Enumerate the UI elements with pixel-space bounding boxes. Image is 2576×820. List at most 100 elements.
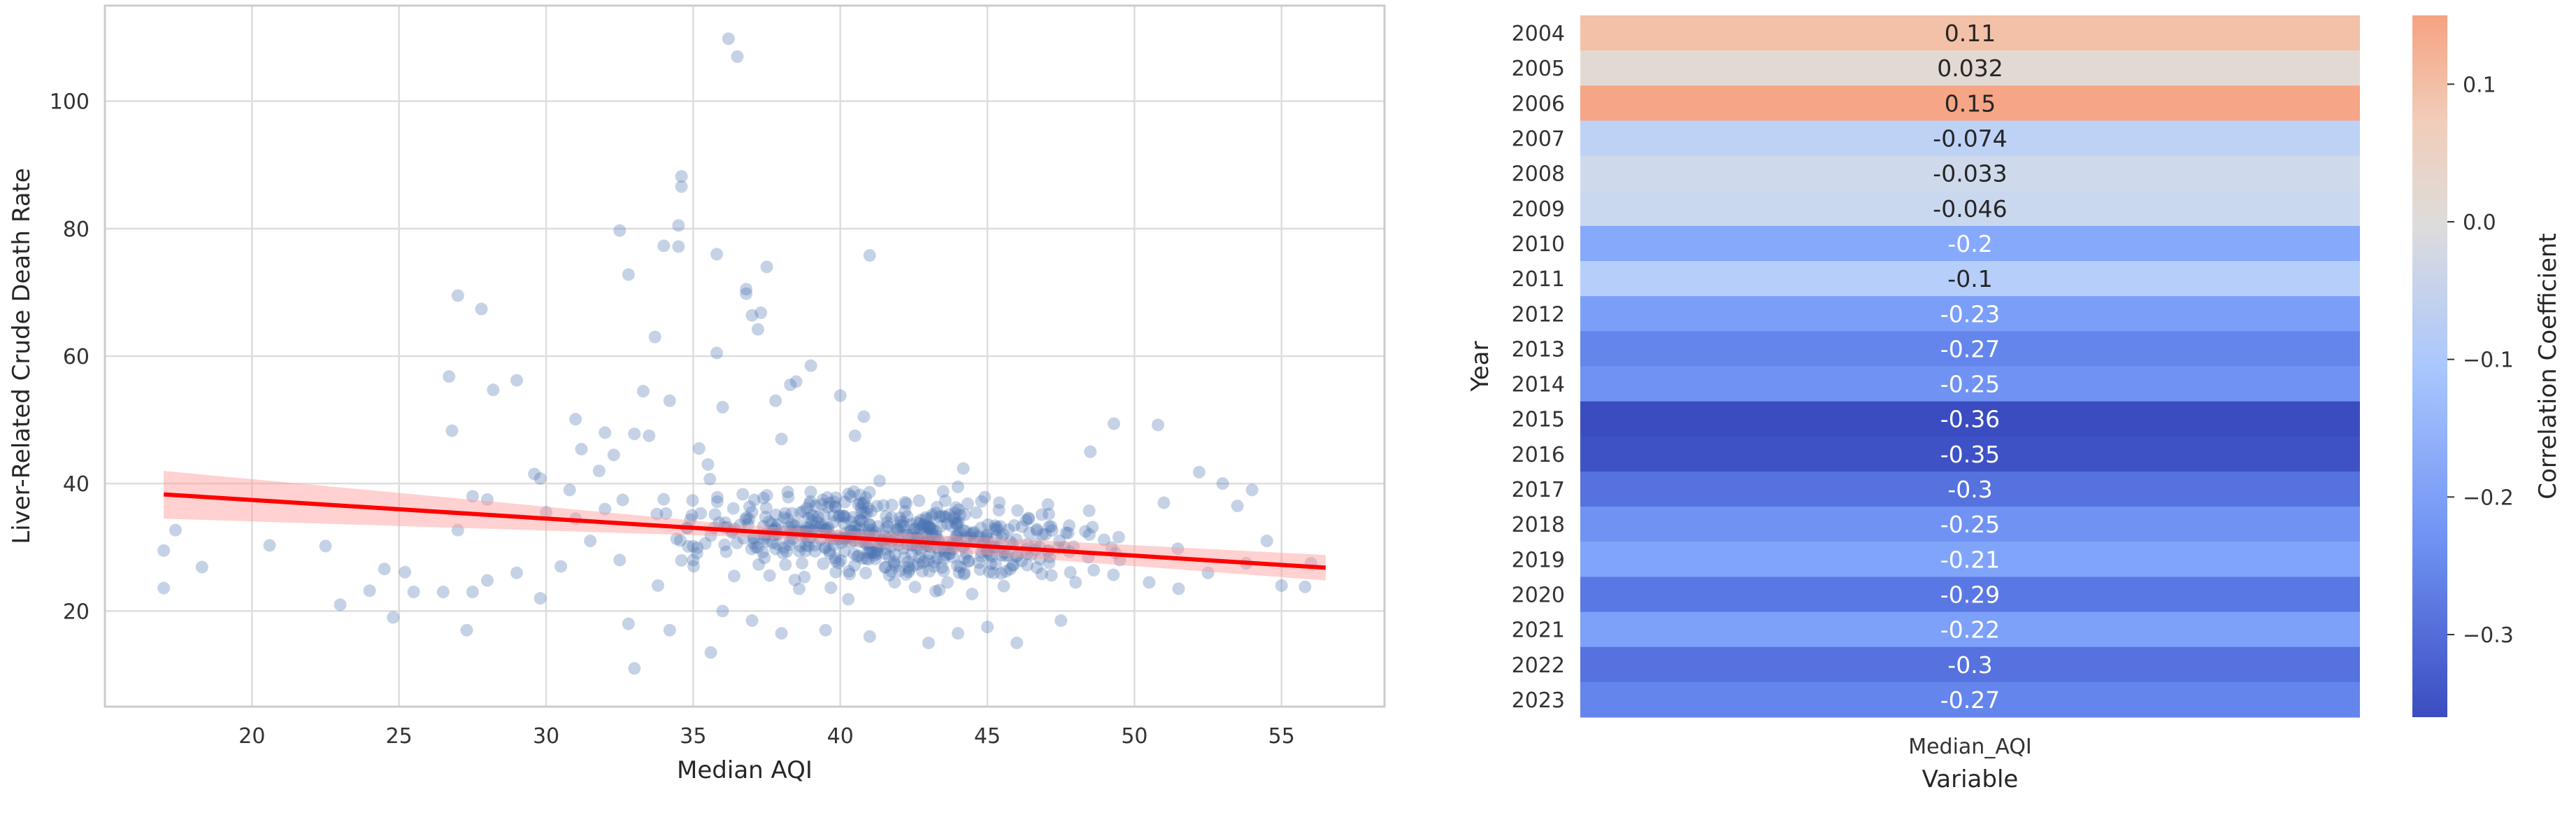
colorbar-tick-label: −0.2	[2463, 486, 2514, 510]
data-point	[747, 493, 761, 507]
data-point	[794, 506, 807, 519]
data-point	[885, 498, 899, 511]
heatmap-cell-label: -0.074	[1933, 125, 2007, 153]
data-point	[892, 523, 905, 536]
data-point	[957, 462, 970, 475]
data-point	[859, 552, 873, 565]
data-point	[802, 534, 815, 547]
data-point	[1022, 511, 1036, 525]
data-point	[879, 522, 892, 535]
data-point	[829, 565, 843, 579]
data-point	[993, 496, 1006, 509]
data-point	[792, 544, 806, 558]
data-point	[466, 490, 479, 503]
data-point	[985, 550, 999, 563]
colorbar	[2412, 15, 2447, 717]
data-point	[952, 528, 965, 542]
heatmap-cell-label: 0.15	[1945, 90, 1996, 117]
data-point	[952, 516, 965, 529]
x-tick-label: 35	[680, 724, 706, 749]
data-point	[1087, 563, 1101, 577]
scatter-frame	[103, 4, 1386, 708]
data-point	[868, 526, 882, 539]
data-point	[1010, 533, 1023, 546]
data-point	[750, 541, 763, 554]
data-point	[852, 523, 865, 537]
data-point	[687, 539, 700, 553]
year-tick-label: 2009	[1512, 197, 1565, 222]
data-point	[817, 557, 830, 570]
data-point	[853, 521, 866, 535]
data-point	[947, 551, 960, 564]
heatmap-cell-label: -0.36	[1940, 406, 2000, 433]
heatmap-cell	[1580, 85, 2360, 122]
data-point	[815, 518, 828, 531]
data-point	[863, 486, 876, 499]
data-point	[950, 530, 964, 543]
heatmap-cell	[1580, 50, 2360, 86]
regression-line-path	[163, 492, 1326, 570]
data-point	[899, 567, 913, 581]
data-point	[930, 530, 943, 543]
data-point	[754, 306, 768, 320]
data-point	[788, 519, 801, 532]
data-point	[720, 545, 733, 558]
data-point	[1030, 524, 1043, 537]
data-point	[1059, 526, 1073, 539]
data-point	[1171, 542, 1185, 556]
data-point	[972, 530, 985, 543]
data-point	[915, 544, 928, 557]
year-tick-label: 2011	[1512, 267, 1565, 292]
data-point	[938, 544, 951, 558]
data-point	[616, 493, 629, 507]
x-tick-label: 20	[238, 724, 265, 749]
data-point	[899, 495, 912, 509]
data-point	[881, 520, 894, 533]
regression-line	[163, 470, 1326, 581]
data-point	[808, 545, 822, 558]
year-tick-label: 2020	[1512, 583, 1565, 607]
data-point	[847, 485, 861, 498]
data-point	[1030, 561, 1043, 574]
data-point	[782, 521, 796, 534]
data-point	[775, 627, 788, 640]
data-point	[902, 565, 915, 579]
data-point	[954, 509, 967, 522]
data-point	[871, 500, 884, 513]
data-point	[900, 497, 913, 510]
data-point	[686, 494, 699, 507]
data-point	[796, 504, 810, 518]
data-point	[1039, 528, 1052, 541]
year-tick-label: 2005	[1512, 57, 1565, 81]
data-point	[922, 553, 935, 567]
data-point	[785, 507, 799, 520]
data-point	[931, 551, 944, 565]
data-point	[731, 536, 744, 549]
data-point	[957, 567, 971, 581]
data-point	[887, 557, 901, 570]
data-point	[822, 521, 835, 534]
data-point	[682, 539, 695, 553]
data-point	[778, 507, 792, 520]
data-point	[973, 563, 987, 577]
data-point	[871, 544, 884, 557]
data-point	[659, 507, 673, 520]
data-point	[844, 524, 857, 537]
data-point	[838, 495, 852, 509]
data-point	[877, 499, 890, 512]
data-point	[716, 400, 729, 413]
data-point	[856, 552, 869, 565]
data-point	[973, 556, 986, 570]
data-point	[1045, 520, 1058, 533]
data-point	[903, 563, 916, 576]
data-point	[842, 593, 855, 606]
data-point	[945, 519, 958, 532]
data-point	[937, 552, 950, 565]
data-point	[978, 533, 992, 546]
data-point	[933, 510, 947, 523]
data-point	[871, 540, 884, 553]
data-point	[815, 497, 829, 511]
data-point	[1097, 533, 1110, 546]
data-point	[833, 509, 847, 523]
data-point	[760, 260, 773, 274]
